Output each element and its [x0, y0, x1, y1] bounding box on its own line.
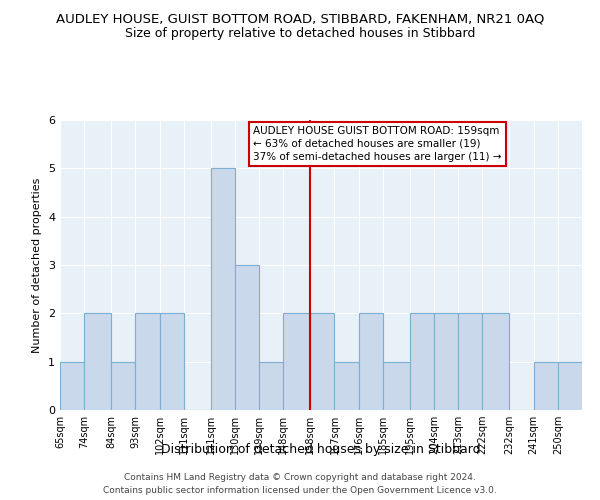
- Bar: [434, 314, 458, 410]
- Bar: [458, 314, 482, 410]
- Bar: [359, 314, 383, 410]
- Bar: [60, 362, 84, 410]
- Bar: [235, 265, 259, 410]
- Bar: [84, 314, 111, 410]
- Bar: [383, 362, 410, 410]
- Text: AUDLEY HOUSE GUIST BOTTOM ROAD: 159sqm
← 63% of detached houses are smaller (19): AUDLEY HOUSE GUIST BOTTOM ROAD: 159sqm ←…: [253, 126, 502, 162]
- Text: Contains public sector information licensed under the Open Government Licence v3: Contains public sector information licen…: [103, 486, 497, 495]
- Bar: [283, 314, 310, 410]
- Text: Contains HM Land Registry data © Crown copyright and database right 2024.: Contains HM Land Registry data © Crown c…: [124, 472, 476, 482]
- Bar: [111, 362, 136, 410]
- Text: Size of property relative to detached houses in Stibbard: Size of property relative to detached ho…: [125, 28, 475, 40]
- Bar: [259, 362, 283, 410]
- Bar: [482, 314, 509, 410]
- Bar: [136, 314, 160, 410]
- Bar: [533, 362, 558, 410]
- Text: AUDLEY HOUSE, GUIST BOTTOM ROAD, STIBBARD, FAKENHAM, NR21 0AQ: AUDLEY HOUSE, GUIST BOTTOM ROAD, STIBBAR…: [56, 12, 544, 26]
- Bar: [558, 362, 582, 410]
- Y-axis label: Number of detached properties: Number of detached properties: [32, 178, 43, 352]
- Bar: [160, 314, 184, 410]
- Text: Distribution of detached houses by size in Stibbard: Distribution of detached houses by size …: [161, 442, 481, 456]
- Bar: [410, 314, 434, 410]
- Bar: [310, 314, 334, 410]
- Bar: [211, 168, 235, 410]
- Bar: [334, 362, 359, 410]
